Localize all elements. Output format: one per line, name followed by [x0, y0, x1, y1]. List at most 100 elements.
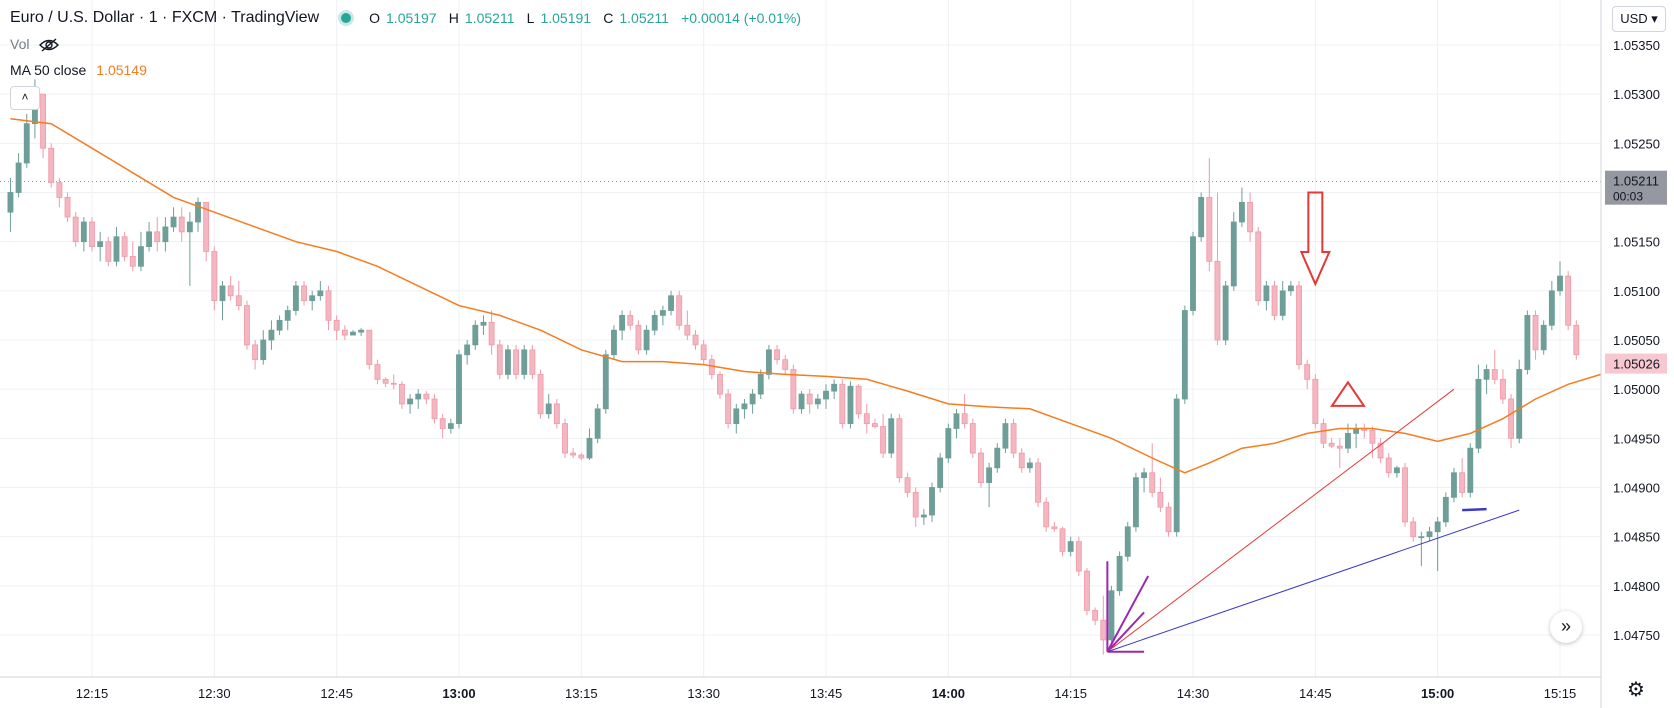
candle-body: [668, 295, 674, 311]
candle-body: [203, 201, 210, 252]
candle-up: [350, 330, 356, 336]
candle-down: [562, 418, 568, 458]
candle-body: [72, 216, 79, 243]
candle-down: [1532, 310, 1539, 360]
candle-up: [986, 462, 993, 508]
candle-down: [390, 374, 397, 390]
symbol-title[interactable]: Euro / U.S. Dollar · 1 · FXCM · TradingV…: [10, 9, 320, 26]
candle-body: [1573, 324, 1580, 356]
candle-body: [1141, 472, 1147, 479]
candle-down: [1271, 281, 1278, 321]
candle-body: [1051, 526, 1058, 530]
candle-body: [1475, 378, 1482, 449]
candle-down: [1312, 374, 1319, 429]
high-value: 1.05211: [464, 9, 515, 26]
candle-down: [227, 276, 234, 301]
candle-body: [1328, 442, 1335, 447]
candle-body: [121, 236, 128, 257]
candle-down: [325, 285, 332, 331]
candle-body: [978, 452, 984, 483]
candle-body: [717, 374, 723, 395]
candle-up: [195, 197, 201, 232]
candle-down: [366, 329, 373, 370]
candle-up: [741, 399, 748, 419]
candle-body: [1410, 521, 1417, 538]
candle-body: [260, 339, 267, 361]
candle-down: [1328, 438, 1335, 449]
gear-icon[interactable]: ⚙: [1627, 679, 1645, 701]
candle-down: [912, 487, 919, 527]
candle-body: [692, 334, 699, 346]
candle-down: [708, 354, 715, 380]
double-chevron-right-icon[interactable]: »: [1550, 611, 1582, 643]
last-price-label: 1.05211: [1613, 174, 1659, 189]
candle-down: [1206, 158, 1213, 272]
candle-up: [7, 177, 14, 232]
candle-body: [725, 393, 732, 424]
candle-down: [1165, 502, 1172, 537]
volume-indicator-label[interactable]: Vol: [10, 36, 30, 52]
low-value: 1.05191: [540, 9, 592, 26]
candle-up: [260, 330, 267, 365]
ma-indicator-label[interactable]: MA 50 close: [10, 62, 87, 78]
time-tick-label: 12:30: [198, 686, 231, 701]
candle-body: [219, 285, 226, 302]
candle-body: [904, 477, 911, 493]
currency-selector[interactable]: USD ▾: [1612, 6, 1666, 32]
candle-body: [1279, 290, 1286, 316]
candle-body: [1540, 324, 1547, 351]
candle-up: [1230, 212, 1237, 291]
candle-body: [1230, 221, 1237, 287]
candle-down: [1149, 443, 1156, 498]
candle-body: [1467, 447, 1474, 493]
candle-down: [1247, 192, 1254, 242]
candle-body: [929, 487, 935, 516]
candle-down: [1320, 418, 1327, 449]
candle-down: [341, 325, 348, 340]
chevron-up-icon[interactable]: ˄: [10, 86, 40, 110]
candle-up: [611, 325, 617, 360]
candle-body: [7, 192, 14, 213]
candle-body: [439, 418, 446, 429]
candle-body: [1059, 528, 1066, 552]
candle-down: [1043, 497, 1050, 532]
candle-body: [1026, 462, 1033, 469]
candle-body: [521, 349, 528, 375]
candle-body: [774, 349, 780, 361]
candle-body: [684, 324, 691, 336]
candle-up: [113, 226, 120, 267]
time-tick-label: 13:15: [565, 686, 598, 701]
candle-down: [855, 384, 862, 419]
candle-up: [472, 320, 479, 350]
candle-body: [284, 310, 291, 321]
candle-up: [23, 113, 30, 168]
candle-body: [749, 393, 756, 405]
candle-body: [1263, 285, 1270, 302]
candle-body: [235, 295, 242, 306]
candle-down: [1035, 458, 1041, 508]
candle-up: [358, 328, 365, 337]
candle-down: [978, 448, 984, 488]
candle-up: [659, 305, 666, 326]
chevron-down-icon: ▾: [1651, 11, 1658, 26]
candle-body: [105, 241, 112, 262]
candle-body: [765, 349, 772, 375]
candle-body: [1084, 570, 1090, 611]
eye-off-icon[interactable]: [39, 37, 60, 52]
candle-down: [382, 377, 389, 388]
price-tick-label: 1.05050: [1613, 333, 1660, 348]
candle-up: [1557, 261, 1563, 296]
candle-body: [733, 408, 740, 424]
candle-body: [333, 319, 340, 331]
candle-up: [309, 290, 316, 311]
candle-up: [97, 231, 104, 262]
candle-up: [456, 349, 462, 429]
candle-body: [415, 393, 422, 400]
candle-down: [806, 389, 813, 414]
candle-body: [488, 321, 495, 346]
candle-down: [676, 290, 683, 331]
candle-down: [235, 281, 242, 311]
candle-down: [880, 413, 887, 458]
last-price-badge: [1605, 170, 1667, 205]
